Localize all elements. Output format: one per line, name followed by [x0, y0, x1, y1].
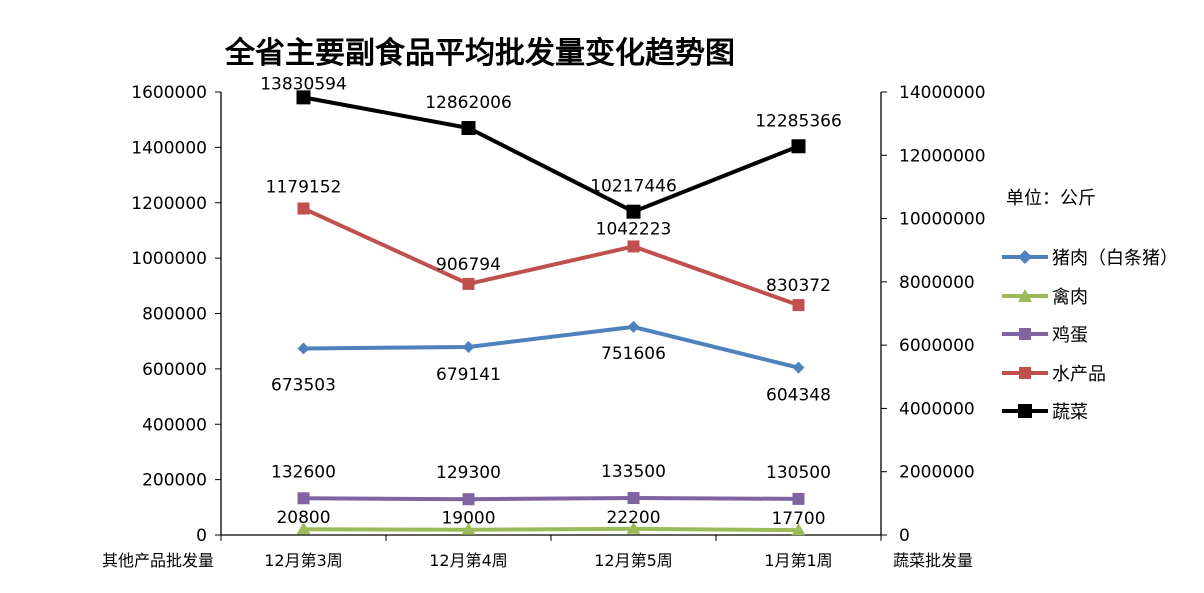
data-label: 1042223 [596, 219, 672, 239]
legend-marker-shape [1019, 366, 1031, 379]
y-right-axis-label: 蔬菜批发量 [893, 551, 973, 570]
data-label: 12285366 [755, 111, 842, 131]
data-point [296, 522, 311, 535]
data-point [627, 240, 640, 253]
series-line [302, 206, 800, 307]
y-right-tick-label: 2000000 [899, 463, 975, 483]
series-line [303, 496, 799, 502]
data-label: 20800 [276, 508, 330, 528]
legend-marker [1018, 404, 1032, 418]
legend-marker-shape [1019, 328, 1031, 340]
data-label: 133500 [601, 462, 666, 482]
legend-label: 蔬菜 [1052, 402, 1088, 423]
y-left-tick-label: 600000 [142, 360, 207, 380]
data-label: 10217446 [590, 177, 677, 197]
y-left-tick-label: 1000000 [131, 249, 207, 269]
series-line [303, 95, 800, 214]
y-right-tick-label: 0 [899, 526, 910, 546]
legend-label: 水产品 [1052, 363, 1106, 385]
data-point [792, 299, 805, 312]
data-point [626, 204, 641, 219]
legend-item: 禽肉 [1002, 279, 1202, 318]
data-label: 673503 [271, 376, 336, 396]
y-left-tick-label: 0 [196, 526, 207, 546]
chart-title: 全省主要副食品平均批发量变化趋势图 [225, 36, 735, 71]
y-right-tick-label: 14000000 [899, 83, 986, 103]
y-left-tick-label: 1200000 [131, 194, 207, 214]
y-left-tick-label: 1600000 [131, 83, 207, 103]
data-point [791, 139, 806, 154]
data-label: 604348 [766, 386, 831, 406]
data-label: 13830594 [260, 74, 347, 94]
x-tick-label: 12月第5周 [594, 551, 673, 570]
legend-marker [1019, 328, 1031, 340]
data-point [297, 202, 310, 215]
series-line [303, 526, 799, 533]
series-line [303, 324, 799, 370]
y-left-tick-label: 800000 [142, 305, 207, 325]
data-point [296, 90, 311, 105]
y-right-tick-label: 10000000 [899, 210, 986, 230]
data-label: 679141 [436, 365, 501, 385]
legend-marker-shape [1018, 288, 1032, 302]
data-point [461, 522, 476, 535]
legend-marker-shape [1018, 250, 1032, 264]
data-label: 830372 [766, 276, 831, 296]
y-right-tick-label: 8000000 [899, 273, 975, 293]
data-point [792, 492, 805, 505]
x-tick-label: 12月第4周 [429, 551, 508, 570]
data-point [297, 342, 310, 355]
legend-item: 蔬菜 [1002, 394, 1202, 433]
data-label: 22200 [606, 508, 660, 528]
data-point [297, 492, 310, 505]
data-point [791, 523, 806, 536]
x-tick-label: 1月第1周 [764, 551, 832, 570]
y-right-tick-label: 12000000 [899, 146, 986, 166]
data-point [792, 361, 805, 374]
data-label: 1179152 [266, 178, 342, 198]
data-point [462, 277, 475, 290]
y-right-tick-label: 4000000 [899, 399, 975, 419]
data-point [627, 492, 640, 505]
y-right-tick-label: 6000000 [899, 336, 975, 356]
y-left-tick-label: 200000 [142, 471, 207, 491]
data-label: 906794 [436, 255, 501, 275]
data-point [627, 320, 640, 333]
legend-label: 猪肉（白条猪） [1052, 248, 1178, 269]
unit-note: 单位：公斤 [1006, 188, 1096, 209]
data-point [462, 340, 475, 353]
legend-label: 鸡蛋 [1052, 325, 1088, 346]
data-point [626, 521, 641, 534]
legend: 猪肉（白条猪） 禽肉鸡蛋水产品蔬菜 [1002, 240, 1202, 433]
data-label: 751606 [601, 344, 666, 364]
data-label: 129300 [436, 463, 501, 483]
data-label: 17700 [771, 509, 825, 529]
legend-marker-shape [1018, 404, 1032, 418]
legend-marker [1019, 366, 1031, 379]
data-label: 12862006 [425, 93, 512, 113]
data-label: 130500 [766, 463, 831, 483]
legend-item: 鸡蛋 [1002, 317, 1202, 356]
legend-marker [1018, 288, 1032, 302]
legend-item: 猪肉（白条猪） [1002, 240, 1202, 279]
y-left-axis-label: 其他产品批发量 [102, 551, 214, 570]
y-left-tick-label: 400000 [142, 415, 207, 435]
y-left-tick-label: 1400000 [131, 138, 207, 158]
data-label: 132600 [271, 462, 336, 482]
legend-item: 水产品 [1002, 356, 1202, 395]
legend-marker [1018, 250, 1032, 264]
data-point [462, 493, 475, 506]
data-label: 19000 [441, 509, 495, 529]
x-tick-label: 12月第3周 [264, 551, 343, 570]
legend-label: 禽肉 [1052, 286, 1088, 308]
data-point [461, 121, 476, 136]
